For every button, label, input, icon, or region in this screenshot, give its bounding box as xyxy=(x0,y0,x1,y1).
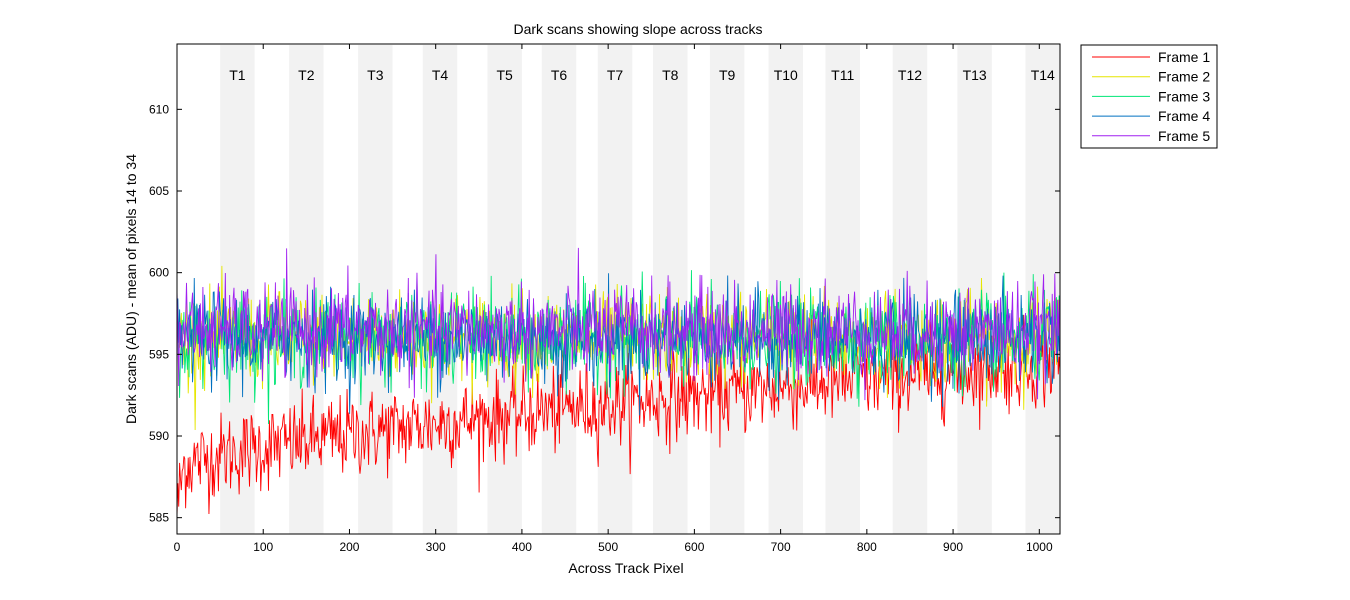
series-line-frame-4 xyxy=(177,273,1060,416)
legend-label-frame-1: Frame 1 xyxy=(1158,49,1210,65)
x-axis-title: Across Track Pixel xyxy=(568,560,683,576)
legend: Frame 1 Frame 2 Frame 3 Frame 4 Frame 5 xyxy=(1080,44,1218,149)
track-band-t10 xyxy=(768,45,804,534)
series-line-frame-5 xyxy=(177,247,1060,401)
legend-label-frame-2: Frame 2 xyxy=(1158,69,1210,85)
track-band-t6 xyxy=(541,45,577,534)
track-label-t7: T7 xyxy=(607,67,624,83)
track-label-t4: T4 xyxy=(432,67,449,83)
x-tick-label: 300 xyxy=(426,540,446,554)
track-band-t11 xyxy=(825,45,860,534)
chart-title: Dark scans showing slope across tracks xyxy=(514,21,763,37)
y-axis: 585 590 595 600 605 610 xyxy=(149,102,1060,525)
track-label-t9: T9 xyxy=(719,67,736,83)
track-label-t10: T10 xyxy=(774,67,798,83)
x-tick-label: 900 xyxy=(943,540,963,554)
track-label-t14: T14 xyxy=(1031,67,1055,83)
y-tick-label: 595 xyxy=(149,347,169,361)
x-tick-label: 100 xyxy=(253,540,273,554)
track-label-t5: T5 xyxy=(497,67,514,83)
series-line-frame-1 xyxy=(177,314,1060,517)
plot-frame xyxy=(176,43,1061,535)
x-tick-label: 500 xyxy=(598,540,618,554)
legend-label-frame-3: Frame 3 xyxy=(1158,88,1210,104)
y-tick-label: 600 xyxy=(149,266,169,280)
x-tick-label: 800 xyxy=(857,540,877,554)
x-tick-label: 1000 xyxy=(1026,540,1053,554)
track-band-t13 xyxy=(957,45,992,534)
track-label-t3: T3 xyxy=(367,67,384,83)
x-tick-label: 700 xyxy=(771,540,791,554)
legend-label-frame-4: Frame 4 xyxy=(1158,108,1210,124)
y-tick-label: 605 xyxy=(149,184,169,198)
track-label-t12: T12 xyxy=(898,67,922,83)
track-label-t8: T8 xyxy=(662,67,679,83)
track-label-t1: T1 xyxy=(229,67,246,83)
track-label-t13: T13 xyxy=(963,67,987,83)
track-label-t2: T2 xyxy=(298,67,315,83)
track-band-t5 xyxy=(487,45,522,534)
x-axis: 0 100 200 300 400 500 600 700 800 900 1000 xyxy=(174,44,1053,554)
x-tick-label: 600 xyxy=(684,540,704,554)
legend-label-frame-5: Frame 5 xyxy=(1158,128,1210,144)
y-axis-title: Dark scans (ADU) - mean of pixels 14 to … xyxy=(123,154,139,424)
x-tick-label: 200 xyxy=(339,540,359,554)
track-band-t2 xyxy=(289,45,324,534)
y-tick-label: 610 xyxy=(149,102,169,116)
series-lines xyxy=(177,247,1060,517)
y-tick-label: 590 xyxy=(149,429,169,443)
x-tick-label: 400 xyxy=(512,540,532,554)
track-label-t6: T6 xyxy=(551,67,568,83)
x-tick-label: 0 xyxy=(174,540,181,554)
y-tick-label: 585 xyxy=(149,511,169,525)
track-label-t11: T11 xyxy=(831,67,854,83)
plot-area xyxy=(177,247,1060,517)
